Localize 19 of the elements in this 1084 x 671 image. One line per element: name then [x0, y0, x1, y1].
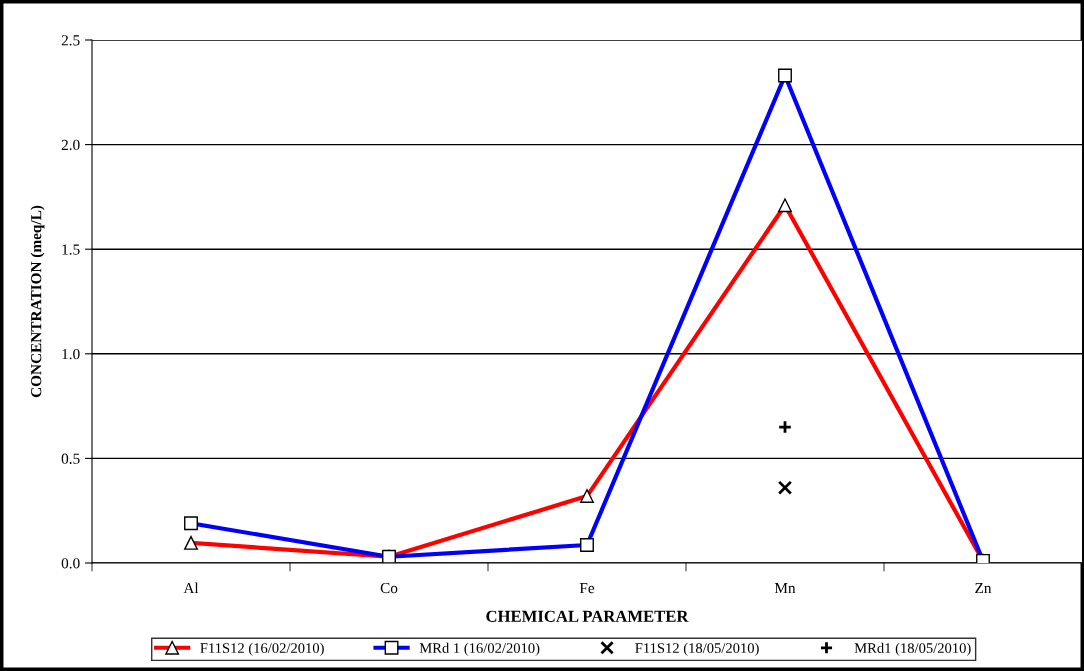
legend-label: MRd1 (18/05/2010): [854, 642, 971, 656]
legend-label: F11S12 (18/05/2010): [635, 642, 759, 656]
y-tick-label: 1.0: [62, 348, 80, 360]
point: [777, 419, 793, 435]
legend-label: F11S12 (16/02/2010): [200, 642, 324, 656]
y-tick-label: 2.5: [61, 35, 80, 46]
legend-label: MRd 1 (16/02/2010): [419, 642, 540, 656]
point: [777, 480, 793, 495]
x-tick-label: Zn: [975, 583, 992, 594]
y-tick-label: 2.0: [61, 139, 80, 151]
y-tick-label: 0.5: [61, 453, 80, 464]
y-tick-label: 0.0: [61, 558, 80, 569]
x-tick-label: Mn: [774, 583, 796, 594]
x-axis-title: CHEMICAL PARAMETER: [486, 610, 689, 622]
y-axis-title: CONCENTRATION (meq/L): [30, 205, 45, 398]
y-tick-label: 1.5: [62, 244, 80, 255]
x-tick-label: Fe: [579, 583, 595, 594]
x-tick-label: Co: [380, 582, 398, 594]
x-tick-label: Al: [183, 582, 199, 594]
